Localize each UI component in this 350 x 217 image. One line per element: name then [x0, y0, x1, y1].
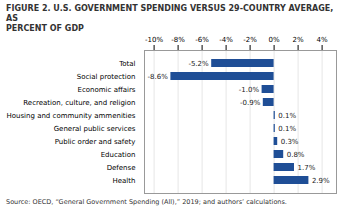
svg-text:-4%: -4% [219, 36, 233, 44]
svg-text:General public services: General public services [54, 125, 136, 133]
html-text:FIGURE 2. U.S. GOVERNMENT SPEN: FIGURE 2. U.S. GOVERNMENT SPENDING VERSU… [6, 4, 334, 33]
svg-text:Housing and community ammeniti: Housing and community ammenities [6, 112, 135, 120]
svg-text:-1.0%: -1.0% [239, 86, 260, 94]
svg-text:0.1%: 0.1% [278, 112, 296, 120]
svg-text:Total: Total [118, 60, 135, 68]
svg-text:-10%: -10% [145, 36, 163, 44]
svg-text:Education: Education [101, 151, 136, 159]
svg-text:-0.9%: -0.9% [240, 99, 261, 107]
svg-text:-5.2%: -5.2% [188, 60, 209, 68]
svg-text:2%: 2% [293, 36, 304, 44]
svg-text:Public order and safety: Public order and safety [55, 138, 136, 146]
svg-text:Recreation, culture, and relig: Recreation, culture, and religion [23, 99, 135, 107]
svg-text:Economic affairs: Economic affairs [78, 86, 136, 94]
svg-text:4%: 4% [317, 36, 328, 44]
svg-text:-8%: -8% [171, 36, 185, 44]
svg-text:-8.6%: -8.6% [148, 73, 169, 81]
svg-text:1.7%: 1.7% [298, 164, 316, 172]
svg-text:Health: Health [113, 177, 136, 185]
svg-text:0%: 0% [269, 36, 280, 44]
html-text:Source: OECD, “General Governm: Source: OECD, “General Government Spendi… [6, 198, 287, 206]
svg-text:-6%: -6% [195, 36, 209, 44]
svg-text:0.3%: 0.3% [281, 138, 299, 146]
svg-text:Defense: Defense [107, 164, 136, 172]
svg-text:2.9%: 2.9% [312, 177, 330, 185]
svg-text:0.1%: 0.1% [278, 125, 296, 133]
svg-text:0.8%: 0.8% [287, 151, 305, 159]
svg-text:Social protection: Social protection [77, 73, 136, 81]
svg-text:-2%: -2% [243, 36, 257, 44]
